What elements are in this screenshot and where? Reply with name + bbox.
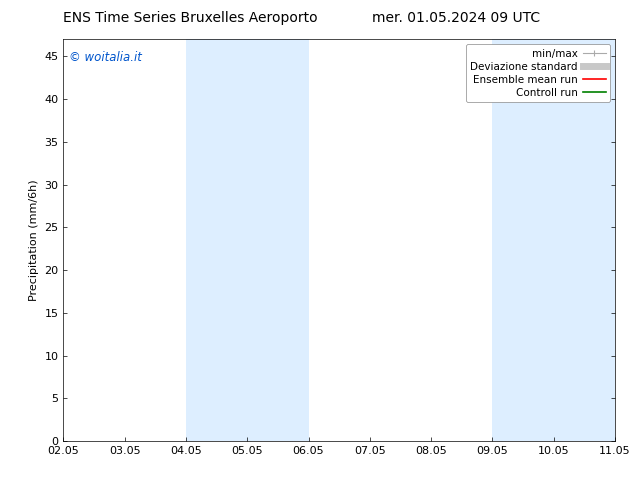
Bar <box>186 39 309 441</box>
Legend: min/max, Deviazione standard, Ensemble mean run, Controll run: min/max, Deviazione standard, Ensemble m… <box>466 45 610 102</box>
Bar <box>493 39 615 441</box>
Text: mer. 01.05.2024 09 UTC: mer. 01.05.2024 09 UTC <box>372 11 541 25</box>
Y-axis label: Precipitation (mm/6h): Precipitation (mm/6h) <box>29 179 39 301</box>
Text: © woitalia.it: © woitalia.it <box>69 51 142 64</box>
Text: ENS Time Series Bruxelles Aeroporto: ENS Time Series Bruxelles Aeroporto <box>63 11 318 25</box>
